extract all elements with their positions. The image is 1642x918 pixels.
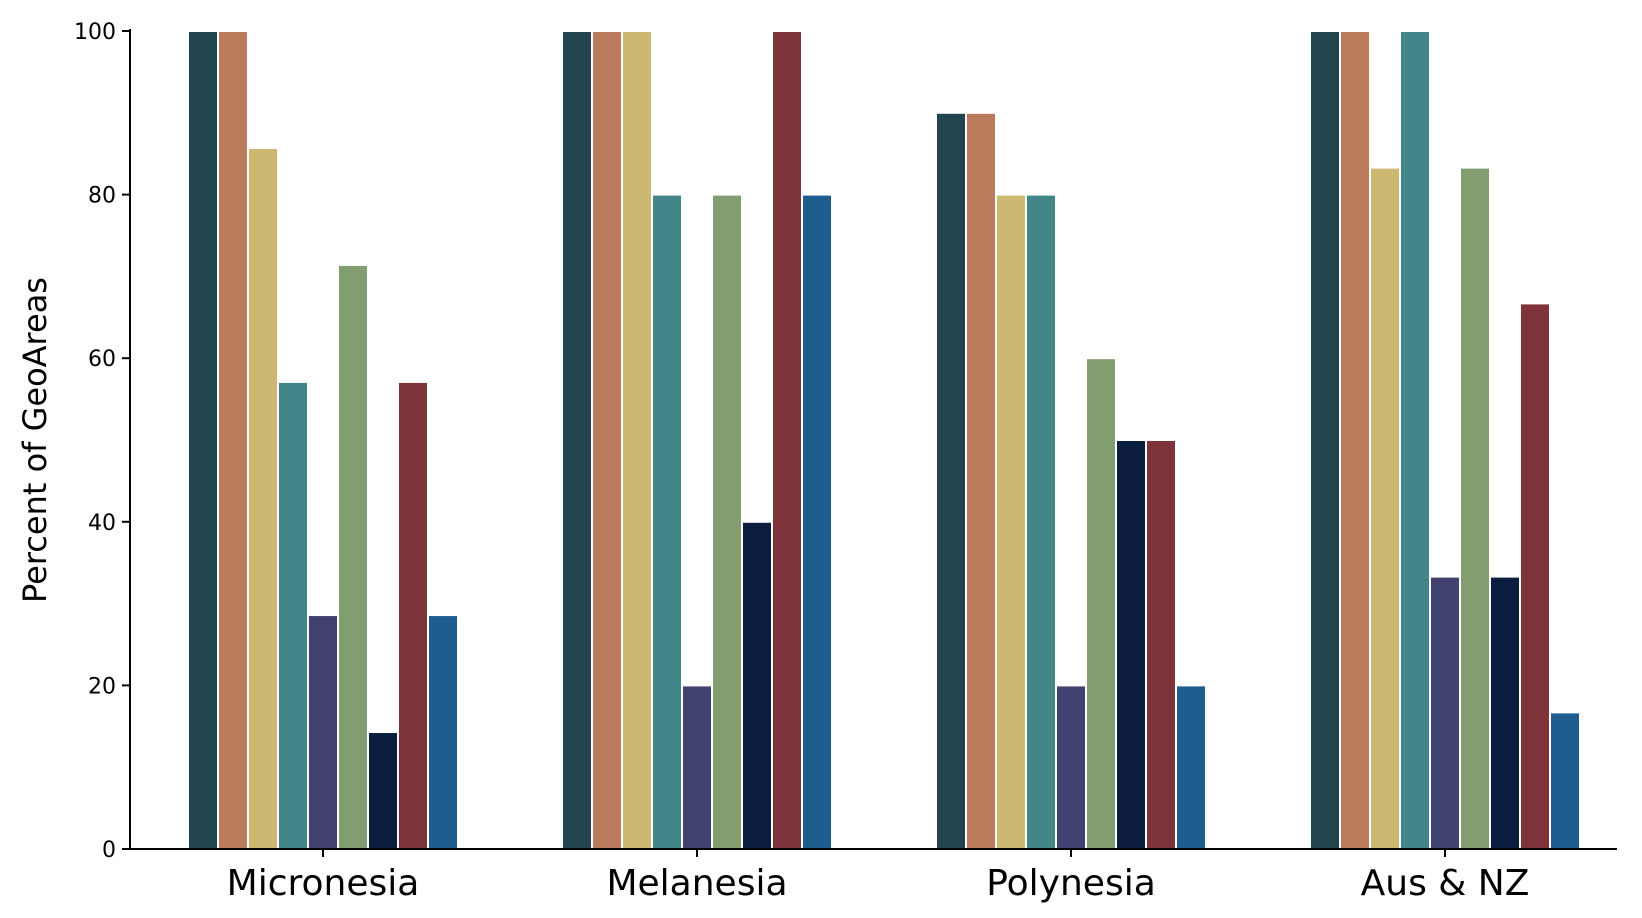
bar-polynesia-6 xyxy=(1085,357,1117,850)
bar-aus-nz-6 xyxy=(1459,166,1491,850)
y-axis: 0 20 40 60 80 100 xyxy=(74,20,131,863)
bar-micronesia-6 xyxy=(337,263,369,850)
bar-micronesia-5 xyxy=(307,614,339,850)
x-category-label: Aus & NZ xyxy=(1361,863,1530,904)
y-tick-label: 100 xyxy=(74,20,116,45)
bar-polynesia-7 xyxy=(1115,439,1147,850)
bar-polynesia-5 xyxy=(1055,684,1087,851)
y-tick-label: 0 xyxy=(102,838,116,863)
bar-polynesia-9 xyxy=(1175,684,1207,851)
bar-micronesia-2 xyxy=(217,30,249,850)
bar-micronesia-7 xyxy=(367,731,399,850)
bar-aus-nz-7 xyxy=(1489,575,1521,851)
bar-melanesia-4 xyxy=(651,193,683,851)
x-category-label: Polynesia xyxy=(986,863,1156,904)
y-tick-label: 60 xyxy=(88,347,116,372)
bar-melanesia-2 xyxy=(591,30,623,850)
bar-aus-nz-1 xyxy=(1309,30,1341,850)
bar-melanesia-1 xyxy=(561,30,593,850)
bar-melanesia-5 xyxy=(681,684,713,851)
bar-melanesia-7 xyxy=(741,520,773,850)
bar-polynesia-4 xyxy=(1025,193,1057,851)
bar-micronesia-8 xyxy=(397,380,429,850)
bar-polynesia-3 xyxy=(995,193,1027,851)
bars-group xyxy=(187,30,1581,851)
bar-aus-nz-5 xyxy=(1429,575,1461,851)
bar-micronesia-9 xyxy=(427,614,459,850)
bar-melanesia-9 xyxy=(801,193,833,851)
bar-aus-nz-9 xyxy=(1549,711,1581,850)
x-axis: Micronesia Melanesia Polynesia Aus & NZ xyxy=(130,848,1617,904)
bar-micronesia-3 xyxy=(247,146,279,850)
bar-aus-nz-2 xyxy=(1339,30,1371,850)
bar-aus-nz-4 xyxy=(1399,30,1431,850)
x-category-label: Micronesia xyxy=(227,863,420,904)
bar-aus-nz-8 xyxy=(1519,302,1551,851)
bar-polynesia-2 xyxy=(965,111,997,851)
y-tick-label: 80 xyxy=(88,184,116,209)
bar-polynesia-8 xyxy=(1145,439,1177,850)
x-category-label: Melanesia xyxy=(606,863,787,904)
y-tick-label: 40 xyxy=(88,511,116,536)
y-axis-title: Percent of GeoAreas xyxy=(16,277,54,603)
bar-micronesia-4 xyxy=(277,380,309,850)
bar-melanesia-3 xyxy=(621,30,653,850)
bar-melanesia-8 xyxy=(771,30,803,850)
bar-melanesia-6 xyxy=(711,193,743,851)
y-tick-label: 20 xyxy=(88,674,116,699)
bar-aus-nz-3 xyxy=(1369,166,1401,850)
bar-polynesia-1 xyxy=(935,111,967,851)
bar-micronesia-1 xyxy=(187,30,219,850)
